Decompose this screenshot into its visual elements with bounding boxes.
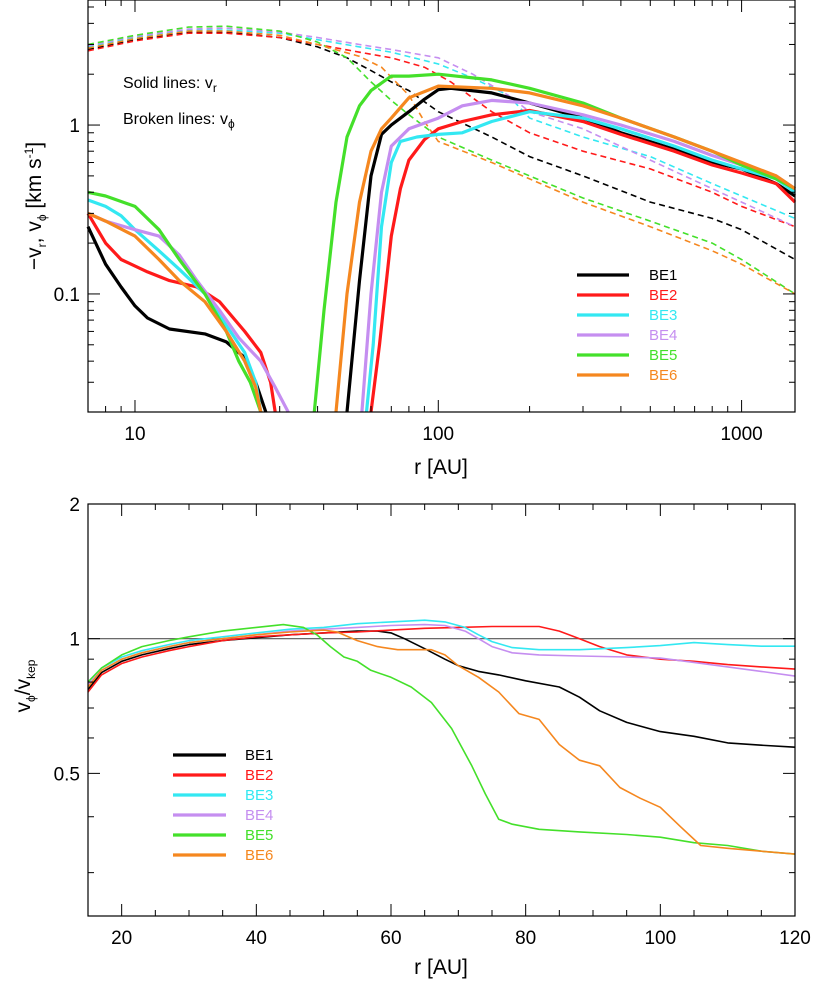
vphi-line-be3 (87, 29, 796, 220)
bottom-legend: BE1 BE2 BE3 BE4 BE5 BE6 (173, 747, 273, 864)
top-legend-label-be3: BE3 (649, 307, 677, 324)
top-x-tick-label: 1000 (720, 424, 762, 445)
bottom-y-tick-label: 0.5 (54, 764, 80, 785)
top-plot-frame (87, 0, 796, 413)
top-x-tick-label: 100 (422, 424, 454, 445)
vphi-line-be4 (87, 27, 796, 228)
ratio-line-be2 (87, 625, 796, 693)
bottom-x-axis-label: r [AU] (414, 956, 468, 979)
top-y-tick-label: 1 (69, 116, 80, 137)
bottom-series-lines (87, 619, 796, 855)
ratio-line-be4 (87, 623, 796, 686)
top-panel: 10 100 1000 0.1 1 r [AU] −vr, vϕ [km s-1] So… (22, 0, 797, 479)
top-legend-label-be5: BE5 (649, 347, 677, 364)
top-legend-label-be1: BE1 (649, 267, 677, 284)
top-legend-label-be6: BE6 (649, 367, 677, 384)
bottom-y-tick-label: 1 (69, 630, 80, 651)
top-series-lines (86, 25, 797, 413)
bottom-x-tick-label: 80 (515, 928, 536, 949)
ratio-line-be6 (87, 629, 796, 855)
ratio-line-be5 (87, 623, 796, 855)
top-legend-label-be4: BE4 (649, 327, 677, 344)
top-axis-ticks: 10 100 1000 0.1 1 (54, 0, 795, 445)
top-legend: BE1 BE2 BE3 BE4 BE5 BE6 (577, 267, 677, 384)
bottom-legend-label-be4: BE4 (245, 807, 273, 824)
ratio-line-be3 (87, 619, 795, 683)
top-y-tick-label: 0.1 (54, 285, 80, 306)
ratio-line-be1 (87, 630, 796, 748)
bottom-y-tick-label: 2 (69, 495, 80, 516)
top-x-tick-label: 10 (124, 424, 145, 445)
bottom-x-tick-label: 100 (644, 928, 676, 949)
bottom-axis-ticks: 20 40 60 80 100 120 0.5 1 2 (54, 495, 811, 949)
bottom-x-tick-label: 120 (779, 928, 811, 949)
broken-lines-annotation: Broken lines: vϕ (123, 111, 235, 131)
bottom-y-axis-label: vϕ/vkep (12, 659, 38, 712)
bottom-legend-label-be5: BE5 (245, 827, 273, 844)
bottom-plot-frame (87, 503, 796, 917)
top-legend-label-be2: BE2 (649, 287, 677, 304)
vphi-line-be5 (87, 25, 796, 295)
vr-line-be3 (87, 110, 796, 413)
bottom-x-tick-label: 40 (246, 928, 267, 949)
top-y-axis-label: −vr, vϕ [km s-1] (22, 142, 49, 270)
vr-line-be2 (86, 108, 797, 413)
solid-lines-annotation: Solid lines: vr (123, 75, 217, 95)
bottom-legend-label-be1: BE1 (245, 747, 273, 764)
bottom-x-tick-label: 20 (111, 928, 132, 949)
vr-line-be1 (86, 86, 796, 413)
vr-line-be4 (87, 98, 796, 413)
top-x-axis-label: r [AU] (414, 456, 468, 479)
bottom-legend-label-be2: BE2 (245, 767, 273, 784)
bottom-x-tick-label: 60 (380, 928, 401, 949)
vphi-line-be2 (87, 32, 796, 228)
vphi-line-be6 (87, 30, 796, 295)
vphi-line-be1 (87, 31, 796, 261)
vr-line-be6 (87, 84, 796, 413)
bottom-legend-label-be3: BE3 (245, 787, 273, 804)
bottom-legend-label-be6: BE6 (245, 847, 273, 864)
